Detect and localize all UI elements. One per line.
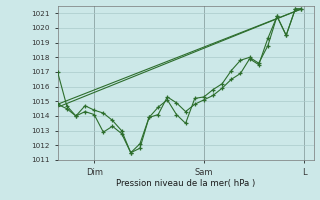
X-axis label: Pression niveau de la mer( hPa ): Pression niveau de la mer( hPa ) [116, 179, 255, 188]
